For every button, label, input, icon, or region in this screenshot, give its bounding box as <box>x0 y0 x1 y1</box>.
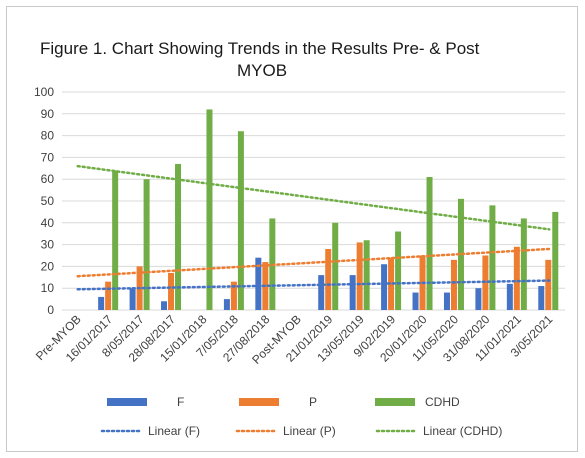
chart-title-line2: MYOB <box>237 61 287 80</box>
legend-label-p: P <box>309 395 317 409</box>
y-tick-label: 50 <box>41 194 55 208</box>
bar-f <box>98 296 105 310</box>
bar-cdhd <box>112 170 119 310</box>
legend-swatch-f <box>107 398 147 406</box>
bar-f <box>318 275 325 310</box>
bar-f <box>538 286 545 310</box>
bar-p <box>230 281 237 310</box>
bar-cdhd <box>363 240 370 310</box>
bar-cdhd <box>332 222 339 310</box>
bar-p <box>450 259 457 310</box>
bar-f <box>443 292 450 310</box>
x-tick-labels: Pre-MYOB16/01/20178/05/201728/08/201715/… <box>33 312 556 367</box>
y-tick-label: 40 <box>41 216 55 230</box>
bar-p <box>388 257 395 310</box>
trendline-linear-cdhd <box>76 164 551 231</box>
legend-label-linear-p: Linear (P) <box>283 424 336 438</box>
y-tick-label: 80 <box>41 129 55 143</box>
y-tick-label: 20 <box>41 259 55 273</box>
y-tick-label: 100 <box>34 85 54 99</box>
trendline-linear-p <box>76 247 551 278</box>
bar-f <box>381 264 388 310</box>
trend-layer <box>76 164 551 291</box>
bar-f <box>255 257 262 310</box>
trendline-linear-f <box>76 279 551 291</box>
legend-label-f: F <box>177 395 184 409</box>
y-tick-label: 90 <box>41 107 55 121</box>
y-tick-label: 0 <box>47 303 54 317</box>
bar-p <box>168 272 175 310</box>
bar-p <box>105 281 112 310</box>
bar-f <box>506 283 513 310</box>
y-tick-label: 70 <box>41 150 55 164</box>
bar-cdhd <box>552 211 559 310</box>
bar-f <box>475 288 482 310</box>
bar-p <box>513 246 520 310</box>
legend-label-linear-f: Linear (F) <box>148 424 200 438</box>
legend-swatch-cdhd <box>375 398 415 406</box>
bar-cdhd <box>489 205 496 310</box>
bar-f <box>349 275 356 310</box>
y-tick-label: 30 <box>41 238 55 252</box>
bar-p <box>545 259 552 310</box>
bar-cdhd <box>395 231 402 310</box>
grid-layer: 0 10 20 30 40 50 60 70 80 90 100 <box>34 85 565 317</box>
bars-layer <box>98 109 559 310</box>
chart-frame: Figure 1. Chart Showing Trends in the Re… <box>6 6 578 452</box>
bar-cdhd <box>237 131 244 310</box>
legend-label-linear-cdhd: Linear (CDHD) <box>423 424 502 438</box>
bar-f <box>161 301 168 310</box>
bar-cdhd <box>206 109 213 310</box>
bar-cdhd <box>143 179 150 310</box>
bar-cdhd <box>426 177 433 310</box>
chart-svg: Figure 1. Chart Showing Trends in the Re… <box>33 39 565 438</box>
bar-f <box>223 299 230 310</box>
bar-f <box>412 292 419 310</box>
legend: F P CDHD Linear (F) Linear (P) Linear (CDHD) <box>100 395 502 438</box>
bar-p <box>356 242 363 310</box>
bar-cdhd <box>175 163 182 310</box>
chart-title-line1: Figure 1. Chart Showing Trends in the Re… <box>40 39 480 58</box>
y-tick-label: 10 <box>41 281 55 295</box>
bar-p <box>325 248 332 310</box>
bar-cdhd <box>520 218 527 310</box>
legend-swatch-p <box>239 398 279 406</box>
bar-f <box>129 288 136 310</box>
y-tick-label: 60 <box>41 172 55 186</box>
legend-label-cdhd: CDHD <box>425 395 460 409</box>
